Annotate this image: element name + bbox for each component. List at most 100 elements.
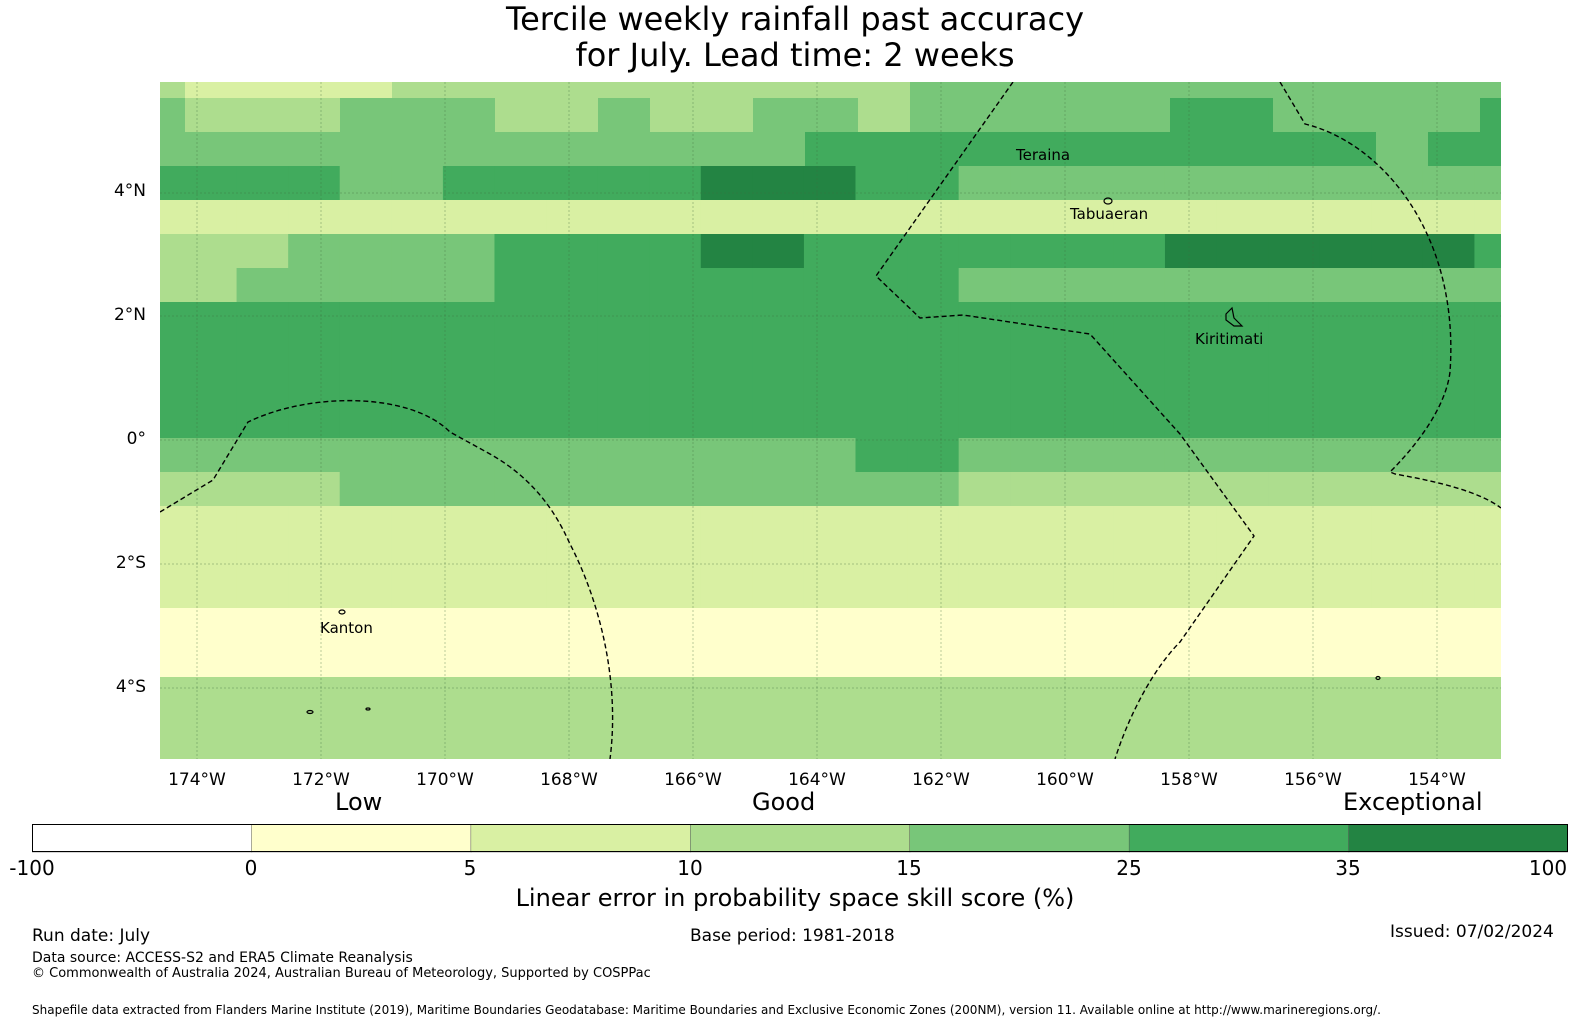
grid-cell bbox=[597, 268, 651, 303]
grid-cell bbox=[1474, 574, 1501, 609]
grid-cell bbox=[494, 608, 548, 643]
grid-cell bbox=[1371, 438, 1424, 473]
grid-cell bbox=[442, 642, 496, 677]
grid-cell bbox=[700, 268, 754, 303]
grid-cell bbox=[1474, 404, 1501, 439]
grid-cell bbox=[339, 200, 393, 235]
grid-cell bbox=[1216, 506, 1270, 541]
grid-cell bbox=[1010, 370, 1063, 405]
grid-cell bbox=[1113, 540, 1166, 575]
grid-cell bbox=[288, 336, 341, 371]
colorbar-segment bbox=[32, 824, 253, 853]
grid-cell bbox=[1164, 370, 1218, 405]
grid-cell bbox=[339, 472, 393, 507]
grid-cell bbox=[958, 472, 1012, 507]
grid-cell bbox=[1216, 166, 1270, 201]
grid-cell bbox=[1319, 404, 1373, 439]
grid-cell bbox=[1010, 472, 1063, 507]
grid-cell bbox=[546, 506, 599, 541]
grid-cell bbox=[391, 370, 444, 405]
grid-cell bbox=[649, 574, 702, 609]
grid-cell bbox=[1422, 472, 1476, 507]
grid-cell bbox=[649, 234, 702, 269]
grid-cell bbox=[1061, 336, 1115, 371]
grid-cell bbox=[700, 234, 754, 269]
grid-cell bbox=[855, 370, 909, 405]
grid-cell bbox=[494, 540, 548, 575]
grid-cell bbox=[236, 166, 290, 201]
grid-cell bbox=[907, 302, 960, 337]
grid-cell bbox=[958, 574, 1012, 609]
grid-cell bbox=[958, 438, 1012, 473]
grid-cell bbox=[391, 302, 444, 337]
grid-cell bbox=[339, 574, 393, 609]
grid-cell bbox=[597, 336, 651, 371]
grid-cell bbox=[339, 540, 393, 575]
grid-cell bbox=[1422, 234, 1476, 269]
grid-cell bbox=[597, 370, 651, 405]
grid-cell bbox=[803, 302, 857, 337]
grid-cell bbox=[1371, 642, 1424, 677]
grid-cell bbox=[649, 200, 702, 235]
grid-cell bbox=[1474, 506, 1501, 541]
grid-cell bbox=[855, 438, 909, 473]
grid-cell bbox=[752, 336, 805, 371]
grid-cell bbox=[442, 472, 496, 507]
colorbar-segment bbox=[1128, 824, 1350, 853]
grid-cell bbox=[494, 200, 548, 235]
band-row2-d bbox=[858, 98, 910, 132]
lon-tick: 160°W bbox=[1036, 770, 1094, 790]
colorbar-tick: 25 bbox=[1116, 856, 1142, 880]
grid-cell bbox=[1010, 166, 1063, 201]
grid-cell bbox=[649, 370, 702, 405]
colorbar-tick: -100 bbox=[9, 856, 55, 880]
grid-cell bbox=[907, 370, 960, 405]
grid-cell bbox=[391, 540, 444, 575]
map-title-line1: Tercile weekly rainfall past accuracy bbox=[505, 0, 1084, 38]
grid-cell bbox=[236, 608, 290, 643]
grid-cell bbox=[1474, 302, 1501, 337]
grid-cell bbox=[1216, 608, 1270, 643]
grid-cell bbox=[391, 404, 444, 439]
grid-cell bbox=[546, 234, 599, 269]
grid-cell bbox=[1113, 404, 1166, 439]
grid-cell bbox=[649, 642, 702, 677]
grid-cell bbox=[958, 166, 1012, 201]
grid-cell bbox=[236, 438, 290, 473]
grid-cell bbox=[958, 608, 1012, 643]
grid-cell bbox=[288, 404, 341, 439]
colorbar-tick: 5 bbox=[463, 856, 477, 880]
grid-cell bbox=[1474, 540, 1501, 575]
grid-cell bbox=[236, 302, 290, 337]
grid-cell bbox=[185, 574, 238, 609]
grid-cell bbox=[855, 268, 909, 303]
grid-cell bbox=[391, 642, 444, 677]
grid-cell bbox=[1164, 268, 1218, 303]
grid-cell bbox=[1216, 370, 1270, 405]
grid-cell bbox=[1371, 404, 1424, 439]
grid-cell bbox=[391, 608, 444, 643]
grid-cell bbox=[907, 404, 960, 439]
grid-cell bbox=[649, 506, 702, 541]
grid-cell bbox=[236, 404, 290, 439]
grid-cell bbox=[1319, 472, 1373, 507]
grid-cell bbox=[1010, 608, 1063, 643]
grid-cell bbox=[442, 574, 496, 609]
grid-cell bbox=[546, 642, 599, 677]
grid-cell bbox=[1268, 404, 1321, 439]
grid-cell bbox=[391, 506, 444, 541]
grid-cell bbox=[1474, 268, 1501, 303]
grid-cell bbox=[339, 302, 393, 337]
colorbar-segment bbox=[909, 824, 1130, 853]
base-period: Base period: 1981-2018 bbox=[690, 926, 895, 946]
kanton-island bbox=[338, 609, 346, 615]
band-row2 bbox=[160, 98, 1501, 132]
grid-cell bbox=[494, 506, 548, 541]
colorbar-tick: 100 bbox=[1528, 856, 1568, 880]
graticule bbox=[160, 82, 1501, 759]
grid-cell bbox=[339, 404, 393, 439]
grid-cell bbox=[442, 506, 496, 541]
grid-cell bbox=[1319, 574, 1373, 609]
grid-cell bbox=[700, 506, 754, 541]
grid-cell bbox=[442, 404, 496, 439]
